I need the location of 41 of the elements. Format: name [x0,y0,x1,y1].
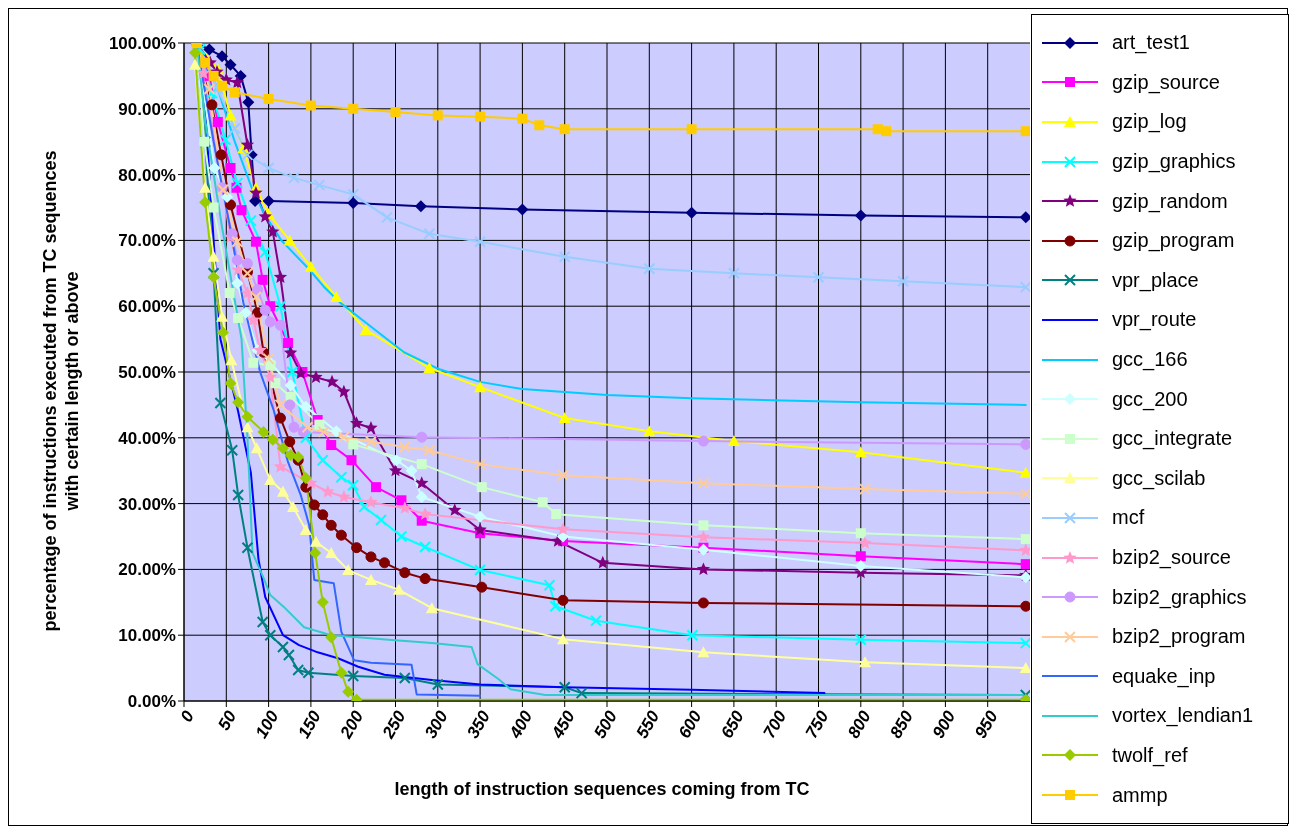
y-tick-label: 100.00% [108,34,176,54]
legend-label: twolf_ref [1112,743,1188,767]
legend-label: equake_inp [1112,664,1216,688]
y-tick-label: 70.00% [118,231,176,251]
legend-label: bzip2_source [1112,546,1231,570]
legend-label: gcc_200 [1112,387,1188,411]
x-tick-label: 900 [928,707,960,742]
legend-label: gzip_log [1112,110,1187,134]
y-tick-label: 60.00% [118,297,176,317]
y-tick-label: 50.00% [118,363,176,383]
legend-label: gzip_source [1112,70,1220,94]
x-tick-label: 50 [214,707,241,734]
legend-label: vpr_place [1112,268,1199,292]
y-tick-label: 20.00% [118,560,176,580]
x-tick-label: 950 [970,707,1002,742]
legend-label: bzip2_program [1112,625,1246,649]
legend-label: vpr_route [1112,308,1197,332]
x-tick-label: 0 [176,707,199,726]
legend-label: gzip_program [1112,229,1235,253]
x-tick-label: 650 [717,707,749,742]
legend-label: gcc_166 [1112,348,1188,372]
x-tick-label: 600 [674,707,706,742]
y-axis-title: percentage of instructions executed from TC sequences with certain length or above [39,149,83,634]
legend-label: gzip_random [1112,189,1228,213]
legend-label: vortex_lendian1 [1112,704,1254,728]
legend-label: art_test1 [1112,31,1190,55]
x-tick-label: 750 [801,707,833,742]
legend-label: mcf [1112,506,1145,530]
y-tick-label: 80.00% [118,165,176,185]
y-tick-label: 10.00% [118,626,176,646]
legend-label: gcc_integrate [1112,427,1233,451]
x-axis-title: length of instruction sequences coming from TC [393,779,811,800]
y-tick-label: 40.00% [118,428,176,448]
y-tick-label: 30.00% [118,494,176,514]
legend-label: gcc_scilab [1112,466,1206,490]
legend-label: gzip_graphics [1112,150,1236,174]
legend-label: bzip2_graphics [1112,585,1247,609]
x-tick-label: 700 [759,707,791,742]
y-tick-label: 0.00% [127,692,176,712]
y-tick-label: 90.00% [118,99,176,119]
legend-label: ammp [1112,783,1168,807]
